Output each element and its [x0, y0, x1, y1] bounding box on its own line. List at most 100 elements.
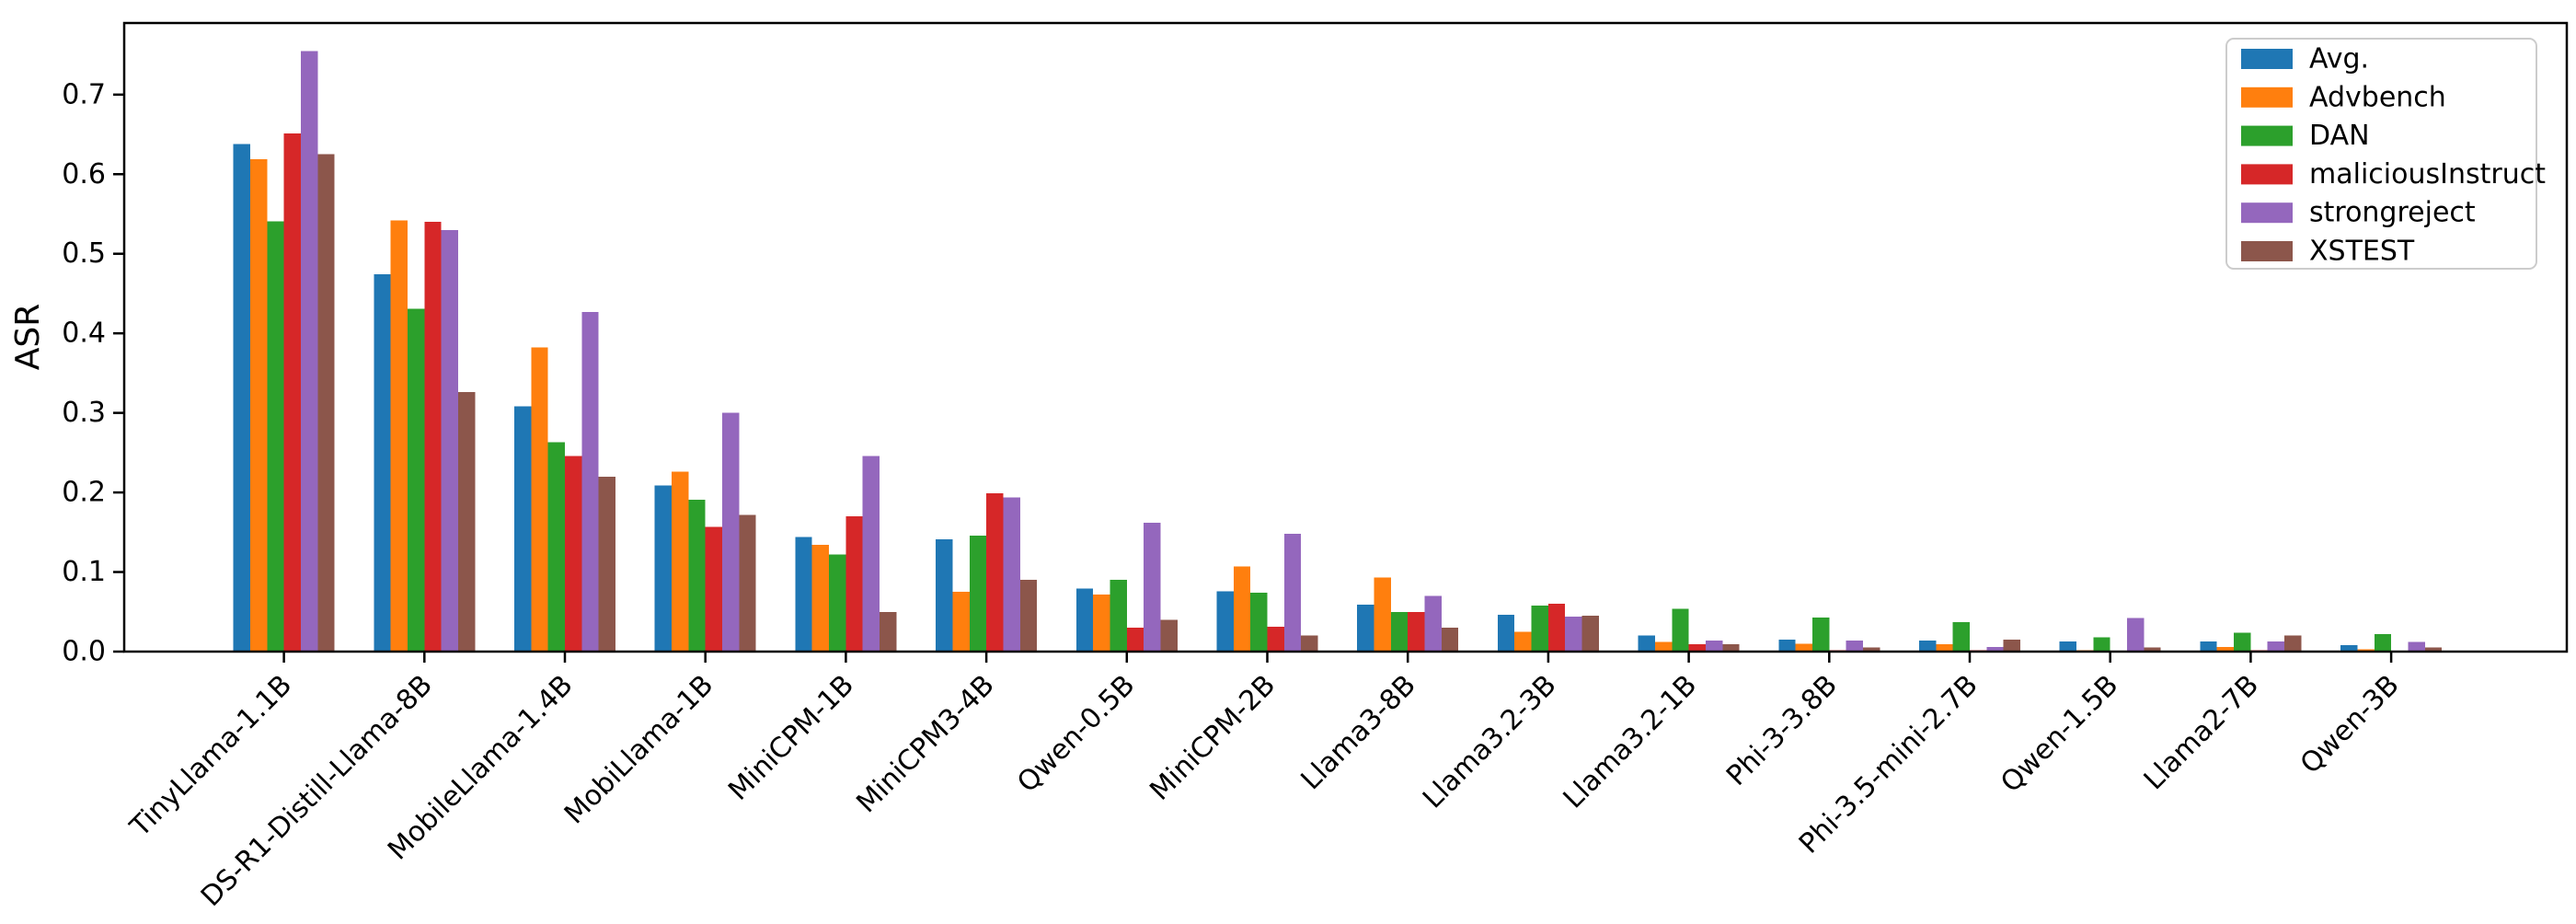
x-tick-label-phi-3-3-8b: Phi-3-3.8B	[1720, 669, 1844, 792]
legend-label-dan: DAN	[2309, 120, 2370, 152]
bar-maliciousinstruct-minicpm-1b	[845, 516, 863, 652]
bar-maliciousinstruct-mobilellama-1-4b	[565, 456, 582, 652]
x-tick-label-llama3-2-3b: Llama3.2-3B	[1417, 669, 1563, 815]
bar-maliciousinstruct-minicpm-2b	[1267, 627, 1284, 652]
legend-label-xstest: XSTEST	[2309, 236, 2415, 268]
bar-avg-llama3-8b	[1357, 604, 1374, 652]
bar-strongreject-llama2-7b	[2267, 641, 2285, 652]
bar-dan-mobilellama-1-4b	[547, 442, 565, 652]
bar-dan-tinyllama-1-1b	[267, 221, 284, 652]
x-tick-label-qwen-0-5b: Qwen-0.5B	[1011, 669, 1141, 799]
bar-xstest-tinyllama-1-1b	[317, 154, 335, 652]
x-tick-label-mobillama-1b: MobiLlama-1B	[558, 669, 719, 830]
bar-dan-phi-3-3-8b	[1811, 617, 1830, 652]
bar-advbench-mobilellama-1-4b	[531, 347, 548, 652]
y-tick-label: 0.4	[62, 318, 106, 350]
bar-dan-qwen-0-5b	[1110, 580, 1127, 652]
bar-xstest-mobilellama-1-4b	[598, 476, 615, 652]
bar-strongreject-mobilellama-1-4b	[581, 311, 599, 652]
bar-dan-llama2-7b	[2234, 632, 2251, 652]
bar-avg-mobilellama-1-4b	[514, 406, 532, 652]
bar-strongreject-llama3-2-1b	[1705, 640, 1723, 652]
bar-xstest-phi-3-3-8b	[1862, 647, 1880, 652]
bar-xstest-mobillama-1b	[739, 514, 756, 652]
bar-maliciousinstruct-ds-r1-distill-llama-8b	[424, 222, 442, 652]
bar-avg-tinyllama-1-1b	[233, 144, 250, 652]
legend-swatch-icon-dan	[2241, 125, 2293, 146]
bar-advbench-qwen-0-5b	[1093, 594, 1110, 652]
bar-xstest-llama3-2-3b	[1581, 616, 1599, 652]
legend-label-strongreject: strongreject	[2309, 197, 2476, 229]
bar-xstest-llama3-2-1b	[1722, 644, 1740, 652]
x-tick-label-qwen-1-5b: Qwen-1.5B	[1995, 669, 2124, 799]
bar-avg-phi-3-3-8b	[1778, 640, 1796, 652]
x-tick-label-ds-r1-distill-llama-8b: DS-R1-Distill-Llama-8B	[195, 669, 439, 913]
bar-dan-minicpm-1b	[829, 554, 846, 652]
bar-xstest-minicpm-2b	[1301, 635, 1318, 652]
y-tick-label: 0.2	[62, 477, 106, 509]
bar-maliciousinstruct-tinyllama-1-1b	[283, 133, 301, 653]
bar-strongreject-ds-r1-distill-llama-8b	[441, 229, 458, 652]
y-ticks-layer: 0.0 0.1 0.2 0.3 0.4 0.5 0.6 0.7	[62, 78, 124, 668]
bar-xstest-minicpm3-4b	[1019, 580, 1038, 652]
bar-advbench-phi-3-5-mini-2-7b	[1936, 644, 1953, 652]
bar-avg-llama3-2-1b	[1638, 635, 1655, 652]
bar-strongreject-tinyllama-1-1b	[300, 51, 318, 652]
bar-dan-minicpm-2b	[1250, 593, 1268, 652]
x-tick-label-qwen-3b: Qwen-3B	[2294, 669, 2406, 780]
bar-dan-llama3-8b	[1390, 611, 1409, 652]
bar-strongreject-qwen-3b	[2408, 641, 2425, 652]
bar-xstest-llama3-8b	[1441, 628, 1459, 652]
bar-avg-mobillama-1b	[654, 485, 673, 652]
bar-avg-qwen-1-5b	[2059, 641, 2077, 652]
bar-advbench-llama3-2-3b	[1514, 631, 1532, 652]
bar-avg-minicpm3-4b	[936, 539, 953, 652]
bar-dan-llama3-2-3b	[1531, 605, 1548, 652]
legend-swatch-icon-avg	[2241, 49, 2293, 69]
x-tick-label-minicpm3-4b: MiniCPM3-4B	[850, 669, 1000, 819]
bar-avg-llama3-2-3b	[1497, 615, 1515, 652]
bar-strongreject-llama3-2-3b	[1565, 616, 1582, 652]
legend-label-avg: Avg.	[2309, 43, 2369, 75]
bar-xstest-qwen-0-5b	[1160, 619, 1178, 652]
x-ticks-layer: TinyLlama-1.1BDS-R1-Distill-Llama-8BMobi…	[123, 652, 2406, 913]
bar-strongreject-phi-3-3-8b	[1846, 640, 1863, 652]
bar-maliciousinstruct-minicpm3-4b	[986, 492, 1004, 652]
legend: Avg. Advbench DAN maliciousInstruct strongre…	[2225, 38, 2546, 270]
x-tick-label-llama3-8b: Llama3-8B	[1295, 669, 1422, 796]
bar-xstest-ds-r1-distill-llama-8b	[457, 392, 476, 652]
bar-xstest-qwen-1-5b	[2144, 647, 2161, 652]
legend-swatch-icon-maliciousinstruct	[2241, 164, 2293, 185]
bar-strongreject-minicpm-1b	[862, 456, 880, 652]
bar-advbench-minicpm-2b	[1233, 566, 1251, 652]
bar-advbench-minicpm-1b	[811, 545, 830, 652]
bar-dan-qwen-1-5b	[2093, 637, 2110, 652]
bar-dan-minicpm3-4b	[969, 535, 987, 652]
bar-strongreject-minicpm-2b	[1283, 534, 1302, 652]
bar-dan-qwen-3b	[2374, 633, 2392, 652]
bar-maliciousinstruct-llama3-2-3b	[1547, 604, 1566, 652]
bar-dan-llama3-2-1b	[1672, 608, 1689, 652]
y-axis-label: ASR	[9, 304, 47, 371]
y-tick-label: 0.1	[62, 556, 106, 588]
axes-box	[122, 21, 2569, 653]
y-tick-label: 0.3	[62, 397, 106, 429]
bar-maliciousinstruct-mobillama-1b	[705, 526, 723, 652]
bar-avg-phi-3-5-mini-2-7b	[1919, 640, 1937, 652]
legend-swatch-icon-xstest	[2241, 241, 2293, 261]
bar-dan-mobillama-1b	[688, 499, 706, 652]
bar-maliciousinstruct-qwen-0-5b	[1126, 628, 1144, 652]
x-tick-label-minicpm-1b: MiniCPM-1B	[722, 669, 860, 807]
y-tick-label: 0.0	[62, 636, 106, 668]
bars-layer	[233, 51, 2443, 653]
bar-strongreject-llama3-8b	[1424, 595, 1442, 652]
x-tick-label-llama3-2-1b: Llama3.2-1B	[1558, 669, 1704, 815]
legend-swatch-icon-strongreject	[2241, 202, 2293, 224]
legend-swatch-icon-advbench	[2241, 87, 2293, 108]
legend-label-advbench: Advbench	[2309, 81, 2446, 113]
bar-advbench-phi-3-3-8b	[1795, 643, 1812, 652]
bar-advbench-tinyllama-1-1b	[249, 158, 268, 653]
bar-xstest-minicpm-1b	[880, 611, 897, 652]
bar-advbench-minicpm3-4b	[952, 592, 970, 652]
